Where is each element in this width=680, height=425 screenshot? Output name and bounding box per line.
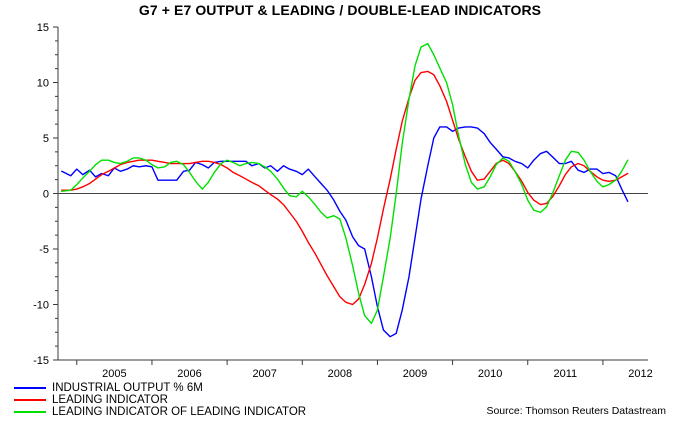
x-axis: 2005 2006 2007 2008 2009 2010 2011 2012 xyxy=(58,359,653,380)
y-tick-label: 0 xyxy=(43,189,49,201)
y-tick-label: -10 xyxy=(33,300,49,312)
y-tick-label: -15 xyxy=(33,355,49,367)
legend-item-double-lead-indicator: LEADING INDICATOR OF LEADING INDICATOR xyxy=(14,406,306,418)
x-tick-label: 2008 xyxy=(328,368,352,380)
x-tick-label: 2012 xyxy=(628,368,652,380)
legend-swatch-industrial-output xyxy=(14,387,46,389)
y-tick-label: -5 xyxy=(39,244,49,256)
data-series-group xyxy=(61,42,629,338)
x-axis-ticks xyxy=(76,360,604,365)
y-tick-label: 5 xyxy=(43,133,49,145)
series-line-1 xyxy=(61,70,629,306)
x-axis-tick-labels: 2005 2006 2007 2008 2009 2010 2011 2012 xyxy=(102,368,653,380)
y-axis: 15 10 5 0 -5 -10 -15 xyxy=(33,22,59,367)
legend-item-leading-indicator: LEADING INDICATOR xyxy=(14,394,306,406)
source-attribution: Source: Thomson Reuters Datastream xyxy=(486,405,666,417)
y-axis-tick-labels: 15 10 5 0 -5 -10 -15 xyxy=(33,22,49,367)
x-tick-label: 2011 xyxy=(553,368,577,380)
x-tick-label: 2006 xyxy=(177,368,201,380)
x-tick-label: 2005 xyxy=(102,368,126,380)
legend-label-double-lead-indicator: LEADING INDICATOR OF LEADING INDICATOR xyxy=(52,406,307,418)
y-tick-label: 10 xyxy=(37,78,49,90)
chart-title: G7 + E7 OUTPUT & LEADING / DOUBLE-LEAD I… xyxy=(138,2,542,18)
x-tick-label: 2007 xyxy=(252,368,276,380)
legend-label-leading-indicator: LEADING INDICATOR xyxy=(52,394,168,406)
y-axis-ticks xyxy=(53,26,58,361)
legend-swatch-double-lead-indicator xyxy=(14,411,46,413)
legend-label-industrial-output: INDUSTRIAL OUTPUT % 6M xyxy=(52,382,203,394)
x-tick-label: 2010 xyxy=(478,368,502,380)
legend-item-industrial-output: INDUSTRIAL OUTPUT % 6M xyxy=(14,382,306,394)
x-tick-label: 2009 xyxy=(403,368,427,380)
series-line-0 xyxy=(61,126,629,338)
legend-swatch-leading-indicator xyxy=(14,399,46,401)
chart-legend: INDUSTRIAL OUTPUT % 6M LEADING INDICATOR… xyxy=(14,382,306,418)
series-line-2 xyxy=(61,42,629,325)
y-tick-label: 15 xyxy=(37,22,49,34)
